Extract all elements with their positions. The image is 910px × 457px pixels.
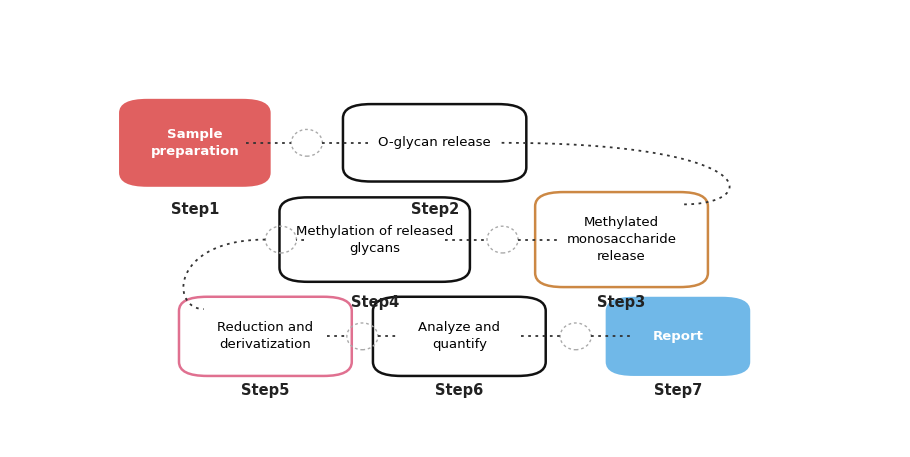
Text: Report: Report	[652, 330, 703, 343]
FancyBboxPatch shape	[606, 297, 750, 376]
Text: Sample
preparation: Sample preparation	[150, 128, 239, 158]
Text: Reduction and
derivatization: Reduction and derivatization	[217, 321, 313, 351]
FancyBboxPatch shape	[179, 297, 352, 376]
Text: Step1: Step1	[171, 202, 219, 217]
FancyBboxPatch shape	[343, 104, 526, 181]
FancyBboxPatch shape	[119, 99, 270, 187]
Text: Step7: Step7	[653, 383, 703, 399]
Text: Methylation of released
glycans: Methylation of released glycans	[296, 224, 453, 255]
Text: Step4: Step4	[350, 295, 399, 310]
FancyBboxPatch shape	[373, 297, 546, 376]
Text: O-glycan release: O-glycan release	[379, 136, 491, 149]
Text: Step6: Step6	[435, 383, 483, 399]
FancyBboxPatch shape	[535, 192, 708, 287]
Text: Analyze and
quantify: Analyze and quantify	[419, 321, 501, 351]
Text: Methylated
monosaccharide
release: Methylated monosaccharide release	[567, 216, 676, 263]
FancyBboxPatch shape	[279, 197, 470, 282]
Text: Step5: Step5	[241, 383, 289, 399]
Text: Step2: Step2	[410, 202, 459, 217]
Text: Step3: Step3	[597, 295, 646, 310]
